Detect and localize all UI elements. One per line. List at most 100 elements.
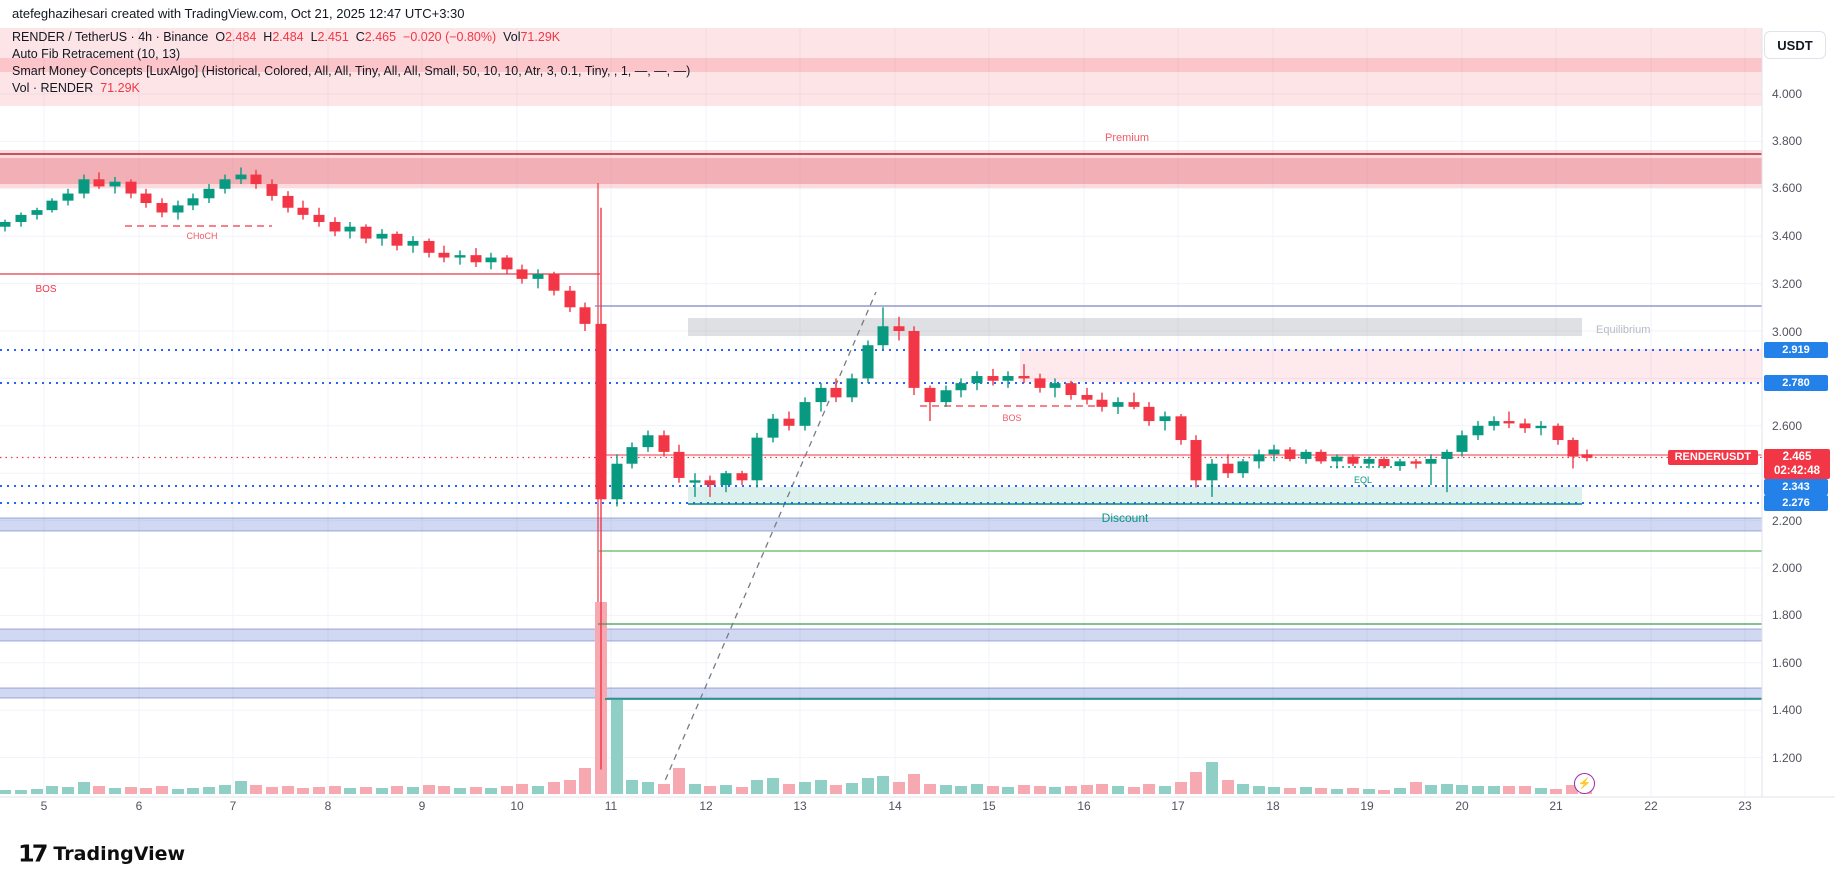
volume-bar [46,786,58,794]
candle-down [1143,406,1155,422]
candle-up [1472,425,1484,436]
volume-bar [767,778,779,794]
time-axis-label: 7 [230,799,237,813]
volume-bar [203,787,215,794]
candle-down [1378,458,1390,467]
candle-down [1567,440,1579,457]
volume-bar [344,788,356,794]
candle-down [282,195,294,208]
candle-up [626,447,638,464]
candle-up [1363,458,1375,464]
volume-bar [140,788,152,794]
volume-bar [1034,786,1046,794]
candle-up [1237,461,1249,474]
current-price-badge[interactable]: 2.465 02:42:48 [1764,449,1830,479]
volume-bar [1347,788,1359,794]
candle-down [1128,402,1140,407]
high-value: 2.484 [272,30,304,44]
volume-bar [673,768,685,794]
fib-level-badge[interactable]: 2.343 [1764,479,1828,495]
candle-up [62,193,74,201]
chart-legend: RENDER / TetherUS · 4h · Binance O2.484 … [12,29,1412,97]
candle-up [1331,456,1343,462]
legend-symbol-row[interactable]: RENDER / TetherUS · 4h · Binance O2.484 … [12,29,1412,45]
structure-label-bos: BOS [1002,413,1021,423]
candle-down [987,376,999,381]
close-value: 2.465 [364,30,397,44]
currency-toggle-button[interactable]: USDT [1764,31,1826,59]
volume-bar [1378,790,1390,794]
volume-bar [1488,786,1500,794]
legend-volume-row[interactable]: Vol · RENDER 71.29K [12,80,1412,96]
candle-up [1535,425,1547,429]
time-axis-label: 5 [41,799,48,813]
candle-down [423,240,435,253]
candle-up [642,435,654,448]
candle-down [1190,440,1202,481]
legend-autofib-row[interactable]: Auto Fib Retracement (10, 13) [12,47,181,61]
fib-level-badge[interactable]: 2.780 [1764,375,1828,391]
volume-bar [31,789,43,794]
candle-down [1175,416,1187,441]
volume-value: 71.29K [520,30,561,44]
time-axis-pane [0,797,1835,883]
price-scale-label: 1.400 [1772,703,1802,717]
candle-up [407,240,419,246]
candle-down [1503,421,1515,424]
candle-down [266,184,278,196]
candle-down [360,226,372,239]
candle-up [955,383,967,391]
time-axis-label: 13 [793,799,807,813]
volume-bar [1519,786,1531,794]
volume-bar [1143,784,1155,794]
volume-bar [501,786,513,794]
volume-bar [329,786,341,794]
vol-indicator-label: Vol · RENDER [12,81,94,95]
volume-bar [0,790,11,794]
candle-up [172,205,184,213]
low-value: 2.451 [317,30,349,44]
volume-bar [1425,785,1437,794]
volume-bar [830,785,842,794]
price-scale-pane [1762,0,1835,883]
volume-bar [1363,789,1375,794]
candle-down [908,331,920,388]
fib-top-stripe [0,58,1762,72]
price-scale-label: 2.600 [1772,419,1802,433]
candle-down [1581,454,1593,458]
legend-smc-row[interactable]: Smart Money Concepts [LuxAlgo] (Historic… [12,64,691,78]
structure-label-choch: CHoCH [186,231,217,241]
volume-bar [1566,785,1578,794]
volume-bar [564,780,576,794]
fib-level-badge[interactable]: 2.276 [1764,495,1828,511]
candle-up [862,345,874,379]
price-scale-label: 3.800 [1772,134,1802,148]
candle-down [1034,378,1046,388]
candle-up [0,221,11,227]
candle-down [1081,394,1093,400]
structure-label-premium: Premium [1105,132,1149,144]
tradingview-logo[interactable]: 17 TradingView [18,840,185,868]
time-axis-label: 18 [1266,799,1280,813]
candle-up [1456,435,1468,452]
volume-bar [1503,786,1515,794]
candle-down [329,221,341,232]
volume-bar [1550,789,1562,794]
candle-up [344,226,356,232]
attribution-text: atefeghazihesari created with TradingVie… [12,6,465,21]
time-axis-label: 10 [510,799,524,813]
structure-label-eql: EQL [1354,475,1372,485]
candle-up [689,480,701,483]
volume-bar [1128,787,1140,794]
volume-bar [1081,785,1093,794]
candle-down [1519,423,1531,429]
volume-bar [642,782,654,794]
ideas-lightning-icon[interactable]: ⚡ [1574,773,1595,794]
fib-level-badge[interactable]: 2.919 [1764,342,1828,358]
candle-up [187,198,199,206]
candle-down [1347,456,1359,464]
candle-up [203,188,215,199]
candle-down [140,193,152,204]
candle-up [15,214,27,222]
